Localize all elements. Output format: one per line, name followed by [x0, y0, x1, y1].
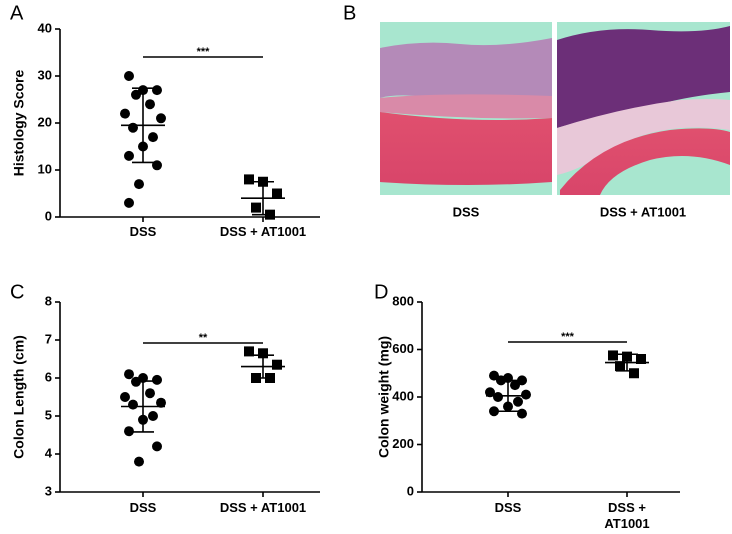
data-point	[134, 179, 144, 190]
data-point	[124, 426, 134, 437]
data-point	[124, 150, 134, 161]
y-tick-label: 400	[392, 388, 414, 403]
data-point	[258, 348, 268, 359]
y-tick-label: 7	[45, 331, 52, 346]
x-tick-label-box: DSS	[129, 224, 157, 239]
data-point	[489, 406, 499, 417]
tissue	[380, 112, 552, 185]
data-point	[608, 350, 618, 361]
data-point	[145, 99, 155, 110]
data-point	[152, 374, 162, 385]
y-tick-label: 5	[45, 407, 52, 422]
data-point	[251, 202, 261, 213]
y-axis-label: Colon weight (mg)	[376, 336, 392, 458]
data-point	[244, 174, 254, 185]
data-point	[124, 197, 134, 208]
panel-letter: B	[343, 2, 356, 24]
data-point	[615, 361, 625, 372]
x-tick-label: DSS + AT1001	[219, 500, 307, 515]
x-tick-label-box: DSS + AT1001	[219, 500, 307, 515]
data-point	[272, 359, 282, 370]
data-point	[493, 392, 503, 402]
data-point	[120, 108, 130, 119]
data-point	[152, 85, 162, 96]
data-point	[148, 411, 158, 421]
data-point	[485, 387, 495, 398]
y-tick-label: 0	[407, 483, 414, 498]
panel-letter: C	[10, 281, 24, 303]
panel-letter: D	[374, 281, 388, 303]
x-tick-label-box: DSS	[494, 500, 522, 515]
x-tick-label-box: DSS + AT1001	[604, 500, 650, 531]
significance-label: ***	[197, 46, 211, 58]
data-point	[156, 397, 166, 408]
x-tick-label: DSS	[494, 500, 522, 515]
data-point	[134, 456, 144, 467]
data-point	[152, 160, 162, 171]
x-tick-label: DSS	[129, 224, 157, 239]
image-caption: DSS + AT1001	[600, 204, 686, 219]
data-point	[120, 392, 130, 402]
data-point	[148, 132, 158, 143]
data-point	[131, 89, 141, 100]
significance-label: **	[199, 332, 208, 344]
data-point	[636, 354, 646, 364]
image-caption: DSS	[453, 204, 480, 219]
panel-letter: A	[10, 2, 24, 24]
y-tick-label: 10	[38, 161, 52, 176]
tissue	[560, 128, 730, 195]
y-tick-label: 3	[45, 483, 52, 498]
y-tick-label: 4	[45, 445, 53, 460]
x-tick-label: DSS	[129, 500, 157, 515]
y-axis-label: Colon Length (cm)	[11, 335, 27, 459]
tissue	[380, 38, 552, 104]
data-point	[510, 380, 520, 391]
tissue	[380, 94, 552, 119]
x-tick-label: DSS + AT1001	[219, 224, 307, 239]
data-point	[124, 369, 134, 380]
y-tick-label: 30	[38, 67, 52, 82]
x-tick-label-box: DSS	[129, 500, 157, 515]
data-point	[152, 441, 162, 452]
x-tick-label: DSS + AT1001	[604, 500, 650, 531]
significance-label: ***	[561, 331, 575, 343]
y-axis-label: Histology Score	[11, 70, 27, 177]
y-tick-label: 0	[45, 208, 52, 223]
data-point	[521, 389, 531, 400]
tissue	[557, 26, 730, 128]
y-tick-label: 40	[38, 20, 52, 35]
y-tick-label: 20	[38, 114, 52, 129]
data-point	[244, 346, 254, 357]
data-point	[128, 122, 138, 133]
x-tick-label-box: DSS + AT1001	[219, 224, 307, 239]
data-point	[124, 71, 134, 81]
y-tick-label: 800	[392, 293, 414, 308]
data-point	[145, 388, 155, 399]
data-point	[629, 368, 639, 379]
data-point	[517, 375, 527, 386]
data-point	[272, 188, 282, 199]
y-tick-label: 600	[392, 341, 414, 356]
y-tick-label: 200	[392, 436, 414, 451]
histology-images	[380, 22, 730, 195]
y-tick-label: 8	[45, 293, 52, 308]
data-point	[489, 370, 499, 381]
data-point	[156, 113, 166, 124]
data-point	[517, 408, 527, 419]
data-point	[513, 396, 523, 407]
y-tick-label: 6	[45, 369, 52, 384]
data-point	[128, 399, 138, 410]
